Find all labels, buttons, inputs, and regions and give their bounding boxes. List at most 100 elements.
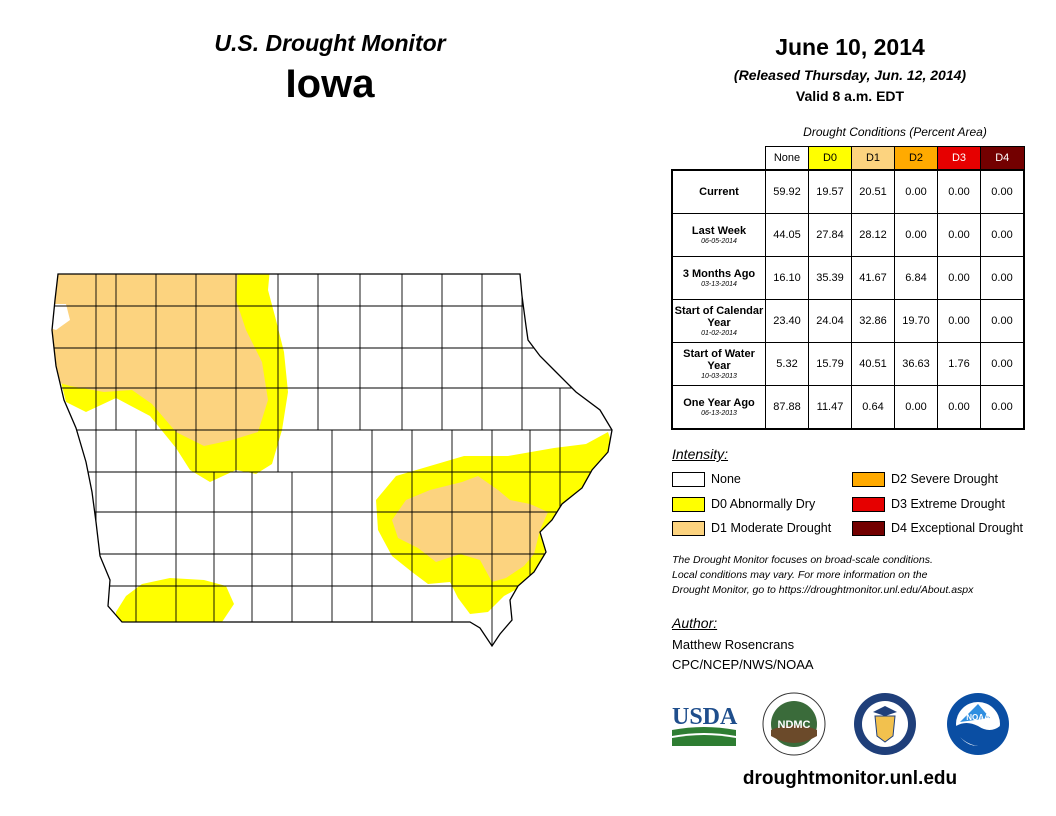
table-cell: 15.79 bbox=[808, 342, 852, 386]
website-link[interactable]: droughtmonitor.unl.edu bbox=[742, 768, 958, 789]
release-date: (Released Thursday, Jun. 12, 2014) bbox=[733, 67, 967, 83]
note-line: The Drought Monitor focuses on broad-sca… bbox=[672, 554, 933, 566]
legend-item-none: None bbox=[672, 470, 741, 488]
col-header-none: None bbox=[765, 146, 809, 171]
col-header-d0: D0 bbox=[808, 146, 852, 171]
table-cell: 0.00 bbox=[937, 299, 981, 343]
row-label: 3 Months Ago 03-13-2014 bbox=[671, 256, 766, 300]
row-label: Start of Calendar Year 01-02-2014 bbox=[671, 299, 766, 343]
no-drought-area bbox=[52, 304, 70, 330]
table-cell: 59.92 bbox=[765, 169, 809, 214]
table-row: Current 59.92 19.57 20.51 0.00 0.00 0.00 bbox=[671, 169, 1025, 214]
table-cell: 6.84 bbox=[894, 256, 938, 300]
table-cell: 32.86 bbox=[851, 299, 895, 343]
row-label-text: Start of Water Year bbox=[683, 347, 755, 372]
table-cell: 87.88 bbox=[765, 385, 809, 430]
legend-label: D1 Moderate Drought bbox=[711, 521, 832, 535]
col-header-d4: D4 bbox=[980, 146, 1025, 171]
legend-swatch bbox=[852, 520, 885, 536]
table-cell: 0.00 bbox=[937, 213, 981, 257]
ndmc-logo-text: NDMC bbox=[778, 719, 811, 731]
row-label: Start of Water Year 10-03-2013 bbox=[671, 342, 766, 386]
legend-item-d2: D2 Severe Drought bbox=[852, 470, 998, 488]
table-caption: Drought Conditions (Percent Area) bbox=[803, 125, 987, 139]
table-cell: 36.63 bbox=[894, 342, 938, 386]
table-cell: 16.10 bbox=[765, 256, 809, 300]
table-cell: 19.70 bbox=[894, 299, 938, 343]
legend-label: D3 Extreme Drought bbox=[891, 497, 1005, 511]
legend-swatch bbox=[852, 496, 885, 512]
table-cell: 11.47 bbox=[808, 385, 852, 430]
drought-area-d1 bbox=[392, 476, 548, 582]
table-cell: 0.00 bbox=[980, 256, 1025, 300]
product-title: U.S. Drought Monitor bbox=[214, 30, 446, 56]
table-cell: 1.76 bbox=[937, 342, 981, 386]
legend-label: D4 Exceptional Drought bbox=[891, 521, 1024, 535]
table-cell: 0.00 bbox=[894, 385, 938, 430]
row-label-text: Start of Calendar Year bbox=[674, 304, 764, 329]
legend-item-d3: D3 Extreme Drought bbox=[852, 495, 1005, 513]
table-cell: 0.00 bbox=[894, 169, 938, 214]
table-cell: 0.00 bbox=[937, 256, 981, 300]
table-cell: 0.00 bbox=[980, 299, 1025, 343]
row-label-text: 3 Months Ago bbox=[682, 267, 756, 280]
table-row: Start of Water Year 10-03-2013 5.32 15.79… bbox=[671, 342, 1025, 386]
row-date: 10-03-2013 bbox=[701, 372, 737, 380]
row-date: 06-13-2013 bbox=[701, 409, 737, 417]
row-label-text: Current bbox=[699, 186, 739, 198]
table-cell: 40.51 bbox=[851, 342, 895, 386]
table-header-row: None D0 D1 D2 D3 D4 bbox=[672, 146, 1025, 171]
author-organization: CPC/NCEP/NWS/NOAA bbox=[672, 657, 814, 672]
table-cell: 23.40 bbox=[765, 299, 809, 343]
legend-swatch bbox=[672, 520, 705, 536]
usda-logo: USDA bbox=[672, 704, 738, 746]
table-row: 3 Months Ago 03-13-2014 16.10 35.39 41.67… bbox=[671, 256, 1025, 300]
note-line: Local conditions may vary. For more info… bbox=[672, 569, 928, 581]
valid-time: Valid 8 a.m. EDT bbox=[795, 88, 905, 104]
table-cell: 0.00 bbox=[937, 385, 981, 430]
commerce-seal-logo bbox=[854, 693, 916, 755]
disclaimer-note: The Drought Monitor focuses on broad-sca… bbox=[672, 553, 1032, 598]
table-cell: 0.00 bbox=[980, 342, 1025, 386]
noaa-logo-text: NOAA bbox=[966, 713, 990, 722]
state-title: Iowa bbox=[285, 62, 375, 106]
col-header-d3: D3 bbox=[937, 146, 981, 171]
table-cell: 24.04 bbox=[808, 299, 852, 343]
legend-label: D0 Abnormally Dry bbox=[711, 497, 816, 511]
table-cell: 27.84 bbox=[808, 213, 852, 257]
legend-swatch bbox=[672, 471, 705, 487]
table-cell: 0.00 bbox=[980, 213, 1025, 257]
table-cell: 20.51 bbox=[851, 169, 895, 214]
row-date: 06-05-2014 bbox=[701, 237, 737, 245]
table-cell: 35.39 bbox=[808, 256, 852, 300]
legend-swatch bbox=[672, 496, 705, 512]
table-row: One Year Ago 06-13-2013 87.88 11.47 0.64 … bbox=[671, 385, 1025, 430]
row-label: One Year Ago 06-13-2013 bbox=[671, 385, 766, 430]
legend-label: None bbox=[711, 472, 741, 486]
table-cell: 0.00 bbox=[937, 169, 981, 214]
iowa-state-outline bbox=[51, 273, 613, 648]
row-date: 03-13-2014 bbox=[701, 280, 737, 288]
legend-item-d1: D1 Moderate Drought bbox=[672, 519, 831, 537]
table-cell: 28.12 bbox=[851, 213, 895, 257]
table-cell: 5.32 bbox=[765, 342, 809, 386]
row-label-text: Last Week bbox=[691, 224, 747, 237]
drought-area-d0 bbox=[116, 578, 234, 624]
table-row: Last Week 06-05-2014 44.05 27.84 28.12 0.… bbox=[671, 213, 1025, 257]
drought-area-d1 bbox=[52, 274, 268, 446]
col-header-d1: D1 bbox=[851, 146, 895, 171]
table-cell: 0.64 bbox=[851, 385, 895, 430]
table-cell: 0.00 bbox=[980, 385, 1025, 430]
legend-swatch bbox=[852, 471, 885, 487]
legend-item-d0: D0 Abnormally Dry bbox=[672, 495, 815, 513]
table-cell: 0.00 bbox=[980, 169, 1025, 214]
table-cell: 0.00 bbox=[894, 213, 938, 257]
table-cell: 41.67 bbox=[851, 256, 895, 300]
author-heading: Author: bbox=[672, 615, 718, 631]
ndmc-logo: NDMC bbox=[762, 692, 826, 756]
row-label: Last Week 06-05-2014 bbox=[671, 213, 766, 257]
usda-logo-text: USDA bbox=[672, 704, 738, 730]
table-cell: 19.57 bbox=[808, 169, 852, 214]
row-label: Current bbox=[671, 169, 766, 214]
iowa-drought-map bbox=[51, 273, 613, 648]
